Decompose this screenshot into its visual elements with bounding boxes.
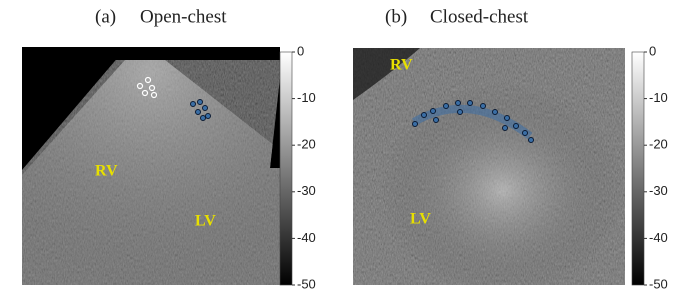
figure: (a) Open-chest RV LV 0 -10 -20 -30 -40 -50 (b) Clos… — [0, 0, 694, 295]
region-label: RV — [95, 163, 118, 180]
colorbar-tick-label: -40 — [297, 230, 316, 245]
colorbar-tick-label: -10 — [649, 90, 668, 105]
panel-title: Open-chest — [140, 6, 227, 27]
panel-title: Closed-chest — [430, 6, 529, 27]
colorbar-tick-label: -50 — [297, 276, 316, 291]
region-label: RV — [390, 57, 413, 74]
colorbar-tick-label: 0 — [649, 43, 656, 58]
panel-label: (a) — [95, 6, 116, 27]
region-label: LV — [195, 213, 216, 230]
region-label: LV — [410, 211, 431, 228]
colorbar — [280, 52, 292, 285]
colorbar-tick-label: -30 — [649, 183, 668, 198]
ultrasound-image — [353, 48, 625, 285]
colorbar — [632, 52, 644, 285]
colorbar-tick-label: -20 — [297, 137, 316, 152]
colorbar-tick-label: -30 — [297, 183, 316, 198]
panel-label: (b) — [385, 6, 407, 27]
colorbar-tick-label: 0 — [297, 43, 304, 58]
colorbar-tick-label: -50 — [649, 276, 668, 291]
colorbar-tick-label: -10 — [297, 90, 316, 105]
colorbar-tick-label: -20 — [649, 137, 668, 152]
colorbar-tick-label: -40 — [649, 230, 668, 245]
